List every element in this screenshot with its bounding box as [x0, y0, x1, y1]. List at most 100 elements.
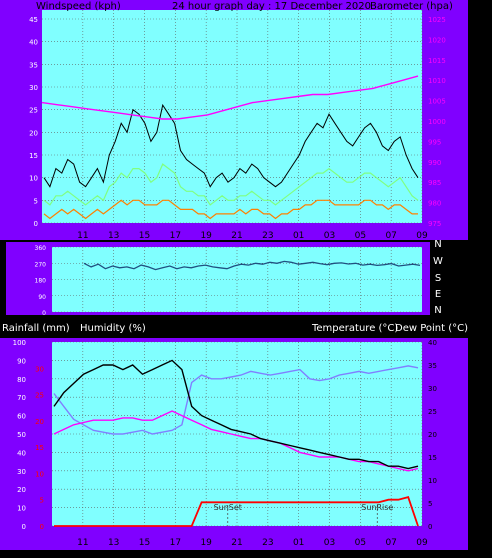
wind-x-tick: 21 — [231, 231, 242, 241]
humidity-label: Humidity (%) — [80, 323, 146, 334]
direction-y-tick: 360 — [35, 245, 47, 252]
temperature-x-tick: 15 — [139, 538, 150, 548]
barometer-y-tick: 1000 — [428, 118, 446, 126]
compass-label: W — [433, 256, 443, 267]
direction-y-tick: 0 — [42, 310, 46, 317]
wind-gust-series — [43, 103, 419, 188]
wind-x-tick: 05 — [355, 231, 366, 241]
humidity-y-tick: 60 — [17, 413, 26, 421]
wind-y-tick: 25 — [29, 107, 38, 115]
wind-x-tick: 09 — [416, 231, 428, 241]
rainfall-y-tick: 0 — [40, 523, 44, 531]
humidity-y-tick: 80 — [17, 376, 26, 384]
temperature-y-tick: 30 — [428, 385, 437, 393]
humidity-y-tick: 30 — [17, 468, 26, 476]
rainfall-y-tick: 25 — [35, 392, 44, 400]
wind-direction-series — [83, 260, 421, 271]
barometer-y-tick: 985 — [428, 179, 441, 187]
temperature-y-tick: 35 — [428, 362, 437, 370]
temperature-x-tick: 11 — [77, 538, 88, 548]
temperature-series — [53, 359, 419, 470]
wind-x-tick: 15 — [139, 231, 150, 241]
humidity-y-tick: 40 — [17, 449, 26, 457]
wind-x-tick: 01 — [293, 231, 304, 241]
wind-title: 24 hour graph day : 17 December 2020 — [172, 1, 371, 12]
barometer-y-tick: 1015 — [428, 57, 446, 65]
rainfall-label: Rainfall (mm) — [2, 323, 70, 334]
barometer-y-tick: 980 — [428, 200, 441, 208]
direction-y-tick: 270 — [35, 261, 47, 268]
barometer-y-tick: 995 — [428, 138, 441, 146]
barometer-y-tick: 1025 — [428, 16, 446, 24]
rainfall-y-tick: 15 — [35, 444, 44, 452]
rainfall-y-tick: 5 — [40, 497, 44, 505]
compass-label: N — [434, 239, 441, 250]
rainfall-series — [54, 496, 419, 527]
wind-x-tick: 19 — [200, 231, 212, 241]
wind-y-tick: 10 — [29, 175, 38, 183]
barometer-label: Barometer (hpa) — [370, 1, 453, 12]
temperature-x-tick: 03 — [324, 538, 335, 548]
humidity-y-tick: 100 — [13, 339, 26, 347]
humidity-y-tick: 10 — [17, 505, 26, 513]
rainfall-y-tick: 10 — [35, 470, 44, 478]
temperature-x-tick: 09 — [416, 538, 428, 548]
sun-marker-label: SunSet — [214, 503, 242, 512]
wind-x-tick: 07 — [385, 231, 396, 241]
barometer-y-tick: 975 — [428, 220, 441, 228]
barometer-y-tick: 990 — [428, 159, 441, 167]
wind-plot-area — [42, 10, 422, 223]
wind-y-tick: 5 — [34, 197, 38, 205]
compass-label: S — [435, 273, 441, 284]
dewpoint-label: Dew Point (°C) — [395, 323, 468, 334]
temperature-y-tick: 20 — [428, 431, 437, 439]
temperature-y-tick: 0 — [428, 523, 432, 531]
temperature-y-tick: 15 — [428, 454, 437, 462]
temperature-x-tick: 13 — [108, 538, 119, 548]
temperature-panel: Rainfall (mm) Humidity (%) Temperature (… — [0, 323, 468, 550]
wind-y-tick: 15 — [29, 152, 38, 160]
temperature-y-tick: 10 — [428, 477, 437, 485]
wind-x-tick: 11 — [77, 231, 88, 241]
humidity-series — [53, 365, 419, 435]
temperature-x-tick: 05 — [355, 538, 366, 548]
temperature-label: Temperature (°C) — [311, 323, 398, 334]
barometer-y-tick: 1005 — [428, 98, 446, 106]
compass-label: E — [435, 289, 441, 300]
sun-marker-label: SunRise — [361, 503, 393, 512]
wind-x-tick: 17 — [170, 231, 181, 241]
wind-y-tick: 35 — [29, 61, 38, 69]
temperature-x-tick: 21 — [231, 538, 242, 548]
wind-x-tick: 03 — [324, 231, 335, 241]
temperature-x-tick: 17 — [170, 538, 181, 548]
wind-y-tick: 0 — [34, 220, 38, 228]
temperature-y-tick: 25 — [428, 408, 437, 416]
barometer-y-tick: 1020 — [428, 36, 446, 44]
wind-x-tick: 23 — [262, 231, 273, 241]
barometer-y-tick: 1010 — [428, 77, 446, 85]
direction-y-tick: 90 — [38, 294, 46, 301]
wind-low-series — [43, 199, 418, 220]
compass-label: N — [434, 305, 441, 316]
humidity-y-tick: 20 — [17, 486, 26, 494]
wind-x-tick: 13 — [108, 231, 119, 241]
rainfall-y-tick: 20 — [35, 418, 44, 426]
dewpoint-series — [53, 410, 419, 472]
humidity-y-tick: 0 — [22, 523, 26, 531]
wind-ylabel: Windspeed (kph) — [36, 1, 121, 12]
rainfall-y-tick: 30 — [35, 365, 44, 373]
wind-y-tick: 20 — [29, 129, 38, 137]
barometer-series — [41, 75, 419, 120]
temperature-x-tick: 19 — [200, 538, 212, 548]
temperature-x-tick: 23 — [262, 538, 273, 548]
wind-y-tick: 40 — [29, 39, 38, 47]
temperature-x-tick: 07 — [385, 538, 396, 548]
temperature-x-tick: 01 — [293, 538, 304, 548]
wind-average-series — [43, 163, 419, 206]
wind-y-tick: 45 — [29, 16, 38, 24]
direction-y-tick: 180 — [35, 278, 47, 285]
